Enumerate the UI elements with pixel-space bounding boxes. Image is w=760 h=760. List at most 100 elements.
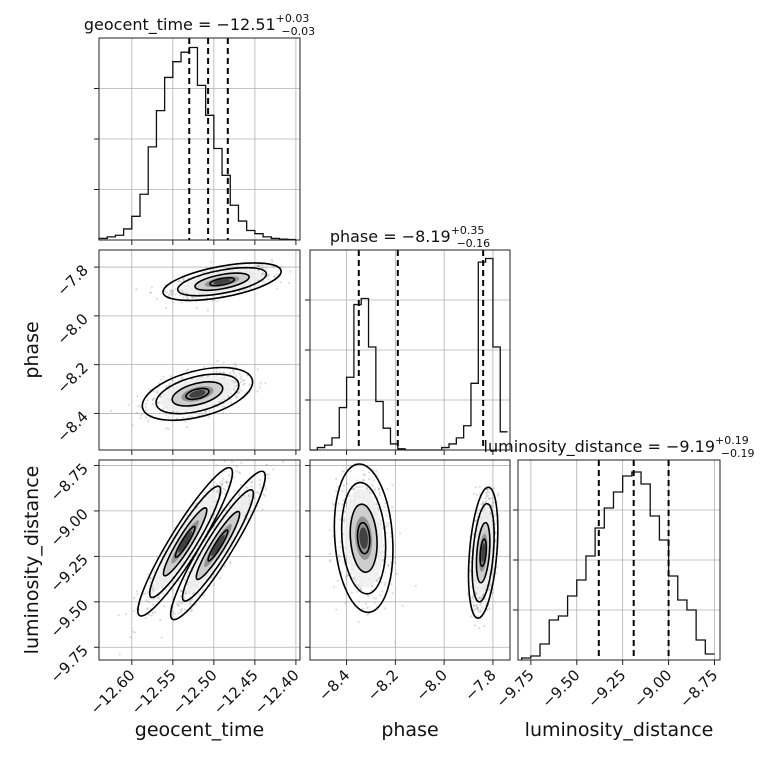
sample-point: [339, 518, 342, 521]
panel-title-geocent_time: geocent_time = −12.51+0.03 −0.03: [84, 12, 315, 38]
sample-point: [212, 484, 215, 487]
sample-point: [273, 275, 276, 278]
sample-point: [233, 498, 236, 501]
sample-point: [477, 609, 480, 612]
sample-point: [258, 264, 261, 267]
sample-point: [179, 280, 182, 283]
sample-point: [243, 379, 246, 382]
sample-point: [488, 497, 491, 500]
sample-point: [222, 487, 225, 490]
sample-point: [163, 605, 166, 608]
sample-point: [216, 360, 219, 363]
x-tick-label: −9.25: [584, 666, 629, 711]
sample-point: [263, 281, 266, 284]
sample-point: [236, 384, 239, 387]
sample-point: [368, 489, 371, 492]
sample-point: [145, 607, 149, 610]
contour-line: [185, 387, 210, 401]
sample-point: [158, 401, 161, 404]
sample-point: [488, 607, 491, 610]
sample-point: [481, 595, 484, 598]
sample-point: [202, 594, 205, 597]
sample-point: [328, 552, 332, 555]
sample-point: [257, 269, 260, 272]
gridlines: [99, 250, 300, 450]
sample-point: [237, 471, 241, 474]
sample-point: [208, 487, 211, 490]
sample-point: [486, 489, 489, 492]
sample-point: [183, 608, 186, 611]
sample-point: [476, 494, 479, 497]
sample-point: [237, 390, 240, 394]
sample-point: [263, 273, 266, 276]
contour-line: [176, 266, 268, 297]
sample-point: [236, 265, 239, 268]
sample-point: [152, 597, 155, 601]
sample-point: [168, 382, 171, 385]
sample-point: [221, 482, 224, 485]
sample-point: [206, 309, 209, 312]
sample-point: [261, 508, 264, 511]
sample-point: [159, 395, 162, 398]
sample-point: [250, 481, 253, 484]
sample-point: [137, 405, 140, 408]
sample-point: [337, 555, 340, 559]
sample-point: [492, 487, 496, 490]
sample-point: [378, 487, 381, 490]
sample-point: [223, 460, 226, 463]
sample-point: [181, 289, 184, 292]
sample-point: [222, 361, 225, 364]
sample-point: [161, 592, 165, 595]
sample-point: [187, 276, 190, 279]
sample-point: [171, 291, 174, 294]
sample-point: [273, 275, 276, 278]
contour-line: [208, 277, 236, 287]
sample-point: [191, 296, 194, 299]
hist-panel-geocent_time: geocent_time = −12.51+0.03 −0.03: [84, 12, 315, 245]
sample-point: [271, 260, 274, 263]
sample-point: [185, 369, 188, 372]
sample-point: [185, 425, 189, 429]
sample-point: [362, 473, 365, 476]
sample-point: [165, 385, 168, 388]
sample-point: [234, 385, 237, 388]
sample-point: [359, 585, 362, 588]
sample-point: [260, 263, 263, 266]
sample-point: [170, 294, 173, 297]
sample-point: [153, 397, 156, 400]
sample-point: [263, 273, 266, 276]
sample-point: [197, 497, 201, 500]
sample-point: [149, 578, 152, 581]
sample-point: [170, 292, 173, 296]
x-tick-label: −8.2: [364, 666, 402, 704]
sample-point: [218, 481, 222, 484]
x-tick-label: −8.75: [676, 666, 721, 711]
sample-point: [181, 416, 184, 419]
sample-point: [165, 291, 169, 294]
x-tick-label: −9.75: [492, 666, 537, 711]
sample-point: [246, 374, 249, 377]
sample-point: [364, 602, 368, 605]
sample-point: [180, 377, 183, 380]
sample-point: [177, 612, 180, 615]
sample-point: [205, 270, 208, 273]
sample-point: [147, 600, 150, 603]
y-axis-label-luminosity_distance: luminosity_distance: [21, 466, 43, 655]
sample-point: [149, 291, 152, 294]
sample-point: [471, 597, 474, 600]
sample-point: [356, 590, 359, 593]
sample-point: [180, 290, 184, 293]
sample-point: [237, 493, 240, 496]
sample-point: [336, 579, 340, 583]
sample-point: [118, 653, 121, 656]
sample-point: [339, 540, 342, 543]
sample-point: [194, 502, 197, 505]
sample-point: [349, 470, 352, 473]
sample-point: [180, 301, 183, 304]
sample-point: [384, 581, 387, 584]
sample-point: [227, 474, 230, 477]
sample-point: [245, 486, 248, 489]
x-tick-label: −12.45: [210, 666, 262, 718]
sample-point: [215, 267, 218, 270]
sample-point: [255, 264, 258, 267]
